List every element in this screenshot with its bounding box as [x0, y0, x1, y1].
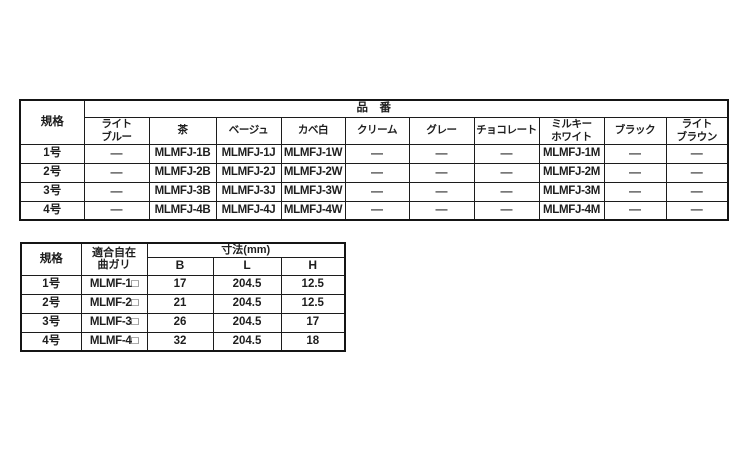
- dimension-value-l: 204.5: [212, 293, 282, 314]
- table-row: 3号 MLMF-3□ 26 204.5 17: [20, 312, 346, 333]
- color-header-wall-white: カベ白: [280, 116, 346, 145]
- color-header-milky-white: ミルキー ホワイト: [538, 116, 605, 145]
- color-header-chocolate: チョコレート: [473, 116, 540, 145]
- dimensions-group-header: 寸法(mm): [146, 242, 346, 258]
- no-product-dash: —: [665, 181, 729, 202]
- no-product-dash: —: [603, 143, 667, 164]
- part-number-cell: MLMFJ-1B: [148, 143, 217, 164]
- part-number-group-header: 品 番: [83, 99, 729, 118]
- dimension-value-h: 12.5: [280, 274, 346, 295]
- dimension-value-b: 26: [146, 312, 214, 333]
- table-row: 1号 — MLMFJ-1B MLMFJ-1J MLMFJ-1W — — — ML…: [19, 143, 729, 164]
- part-number-cell: MLMFJ-1M: [538, 143, 605, 164]
- no-product-dash: —: [344, 181, 410, 202]
- dimension-value-h: 17: [280, 312, 346, 333]
- color-header-gray: グレー: [408, 116, 475, 145]
- part-number-cell: MLMFJ-3J: [215, 181, 282, 202]
- table-row: 4号 MLMF-4□ 32 204.5 18: [20, 331, 346, 352]
- no-product-dash: —: [603, 181, 667, 202]
- dimension-header-h: H: [280, 256, 346, 276]
- part-number-cell: MLMFJ-3M: [538, 181, 605, 202]
- table-row: 4号 — MLMFJ-4B MLMFJ-4J MLMFJ-4W — — — ML…: [19, 200, 729, 221]
- color-header-black: ブラック: [603, 116, 667, 145]
- part-number-cell: MLMFJ-4B: [148, 200, 217, 221]
- spec-row-label: 1号: [19, 143, 85, 164]
- spec-row-label: 3号: [19, 181, 85, 202]
- no-product-dash: —: [665, 200, 729, 221]
- no-product-dash: —: [344, 162, 410, 183]
- part-number-cell: MLMFJ-2W: [280, 162, 346, 183]
- fitting-code-cell: MLMF-2□: [80, 293, 148, 314]
- table-row: 1号 MLMF-1□ 17 204.5 12.5: [20, 274, 346, 295]
- no-product-dash: —: [83, 143, 150, 164]
- spec-row-label: 4号: [20, 331, 82, 352]
- dimension-value-b: 17: [146, 274, 214, 295]
- no-product-dash: —: [473, 162, 540, 183]
- part-number-cell: MLMFJ-3W: [280, 181, 346, 202]
- part-number-cell: MLMFJ-4J: [215, 200, 282, 221]
- no-product-dash: —: [344, 200, 410, 221]
- dimension-value-l: 204.5: [212, 331, 282, 352]
- part-number-cell: MLMFJ-4M: [538, 200, 605, 221]
- no-product-dash: —: [83, 162, 150, 183]
- fitting-code-cell: MLMF-3□: [80, 312, 148, 333]
- dimension-value-l: 204.5: [212, 312, 282, 333]
- no-product-dash: —: [408, 143, 475, 164]
- part-number-cell: MLMFJ-1J: [215, 143, 282, 164]
- spec-row-label: 1号: [20, 274, 82, 295]
- dimension-value-b: 32: [146, 331, 214, 352]
- spec-row-label: 2号: [19, 162, 85, 183]
- spec-column-header: 規格: [19, 99, 85, 145]
- fitting-code-cell: MLMF-1□: [80, 274, 148, 295]
- dimension-value-l: 204.5: [212, 274, 282, 295]
- fitting-column-header: 適合自在 曲ガリ: [80, 242, 148, 276]
- dimensions-table: 規格 適合自在 曲ガリ 寸法(mm) B L H 1号 MLMF-1□ 17 2…: [20, 242, 346, 353]
- color-header-cream: クリーム: [344, 116, 410, 145]
- no-product-dash: —: [665, 143, 729, 164]
- no-product-dash: —: [83, 200, 150, 221]
- spec-row-label: 4号: [19, 200, 85, 221]
- part-number-cell: MLMFJ-3B: [148, 181, 217, 202]
- table-row: 3号 — MLMFJ-3B MLMFJ-3J MLMFJ-3W — — — ML…: [19, 181, 729, 202]
- color-header-brown: 茶: [148, 116, 217, 145]
- no-product-dash: —: [408, 162, 475, 183]
- table-row: 2号 MLMF-2□ 21 204.5 12.5: [20, 293, 346, 314]
- dimension-header-l: L: [212, 256, 282, 276]
- spec-row-label: 3号: [20, 312, 82, 333]
- part-number-cell: MLMFJ-1W: [280, 143, 346, 164]
- no-product-dash: —: [665, 162, 729, 183]
- no-product-dash: —: [473, 200, 540, 221]
- color-header-beige: ベージュ: [215, 116, 282, 145]
- dimension-header-b: B: [146, 256, 214, 276]
- part-number-cell: MLMFJ-2B: [148, 162, 217, 183]
- dimension-value-h: 18: [280, 331, 346, 352]
- no-product-dash: —: [473, 181, 540, 202]
- part-number-cell: MLMFJ-4W: [280, 200, 346, 221]
- no-product-dash: —: [83, 181, 150, 202]
- table-row: 2号 — MLMFJ-2B MLMFJ-2J MLMFJ-2W — — — ML…: [19, 162, 729, 183]
- no-product-dash: —: [344, 143, 410, 164]
- fitting-code-cell: MLMF-4□: [80, 331, 148, 352]
- product-number-table: 規格 品 番 ライト ブルー 茶 ベージュ カベ白 クリーム グレー チョコレー…: [19, 99, 729, 221]
- spec-row-label: 2号: [20, 293, 82, 314]
- no-product-dash: —: [473, 143, 540, 164]
- no-product-dash: —: [408, 181, 475, 202]
- color-header-light-brown: ライト ブラウン: [665, 116, 729, 145]
- no-product-dash: —: [603, 162, 667, 183]
- color-header-light-blue: ライト ブルー: [83, 116, 150, 145]
- no-product-dash: —: [408, 200, 475, 221]
- spec-column-header: 規格: [20, 242, 82, 276]
- no-product-dash: —: [603, 200, 667, 221]
- part-number-cell: MLMFJ-2M: [538, 162, 605, 183]
- part-number-cell: MLMFJ-2J: [215, 162, 282, 183]
- dimension-value-h: 12.5: [280, 293, 346, 314]
- dimension-value-b: 21: [146, 293, 214, 314]
